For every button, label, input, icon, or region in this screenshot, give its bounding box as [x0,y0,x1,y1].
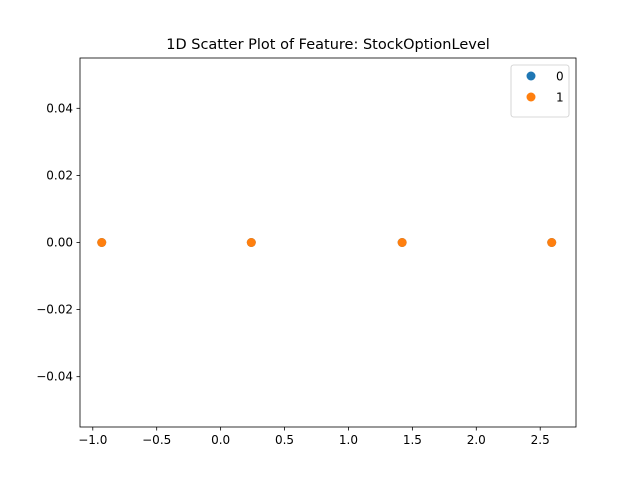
x-tick-label: 0.0 [211,433,230,447]
data-point-series-1 [547,238,556,247]
legend-label-1: 1 [556,91,564,105]
data-point-series-1 [97,238,106,247]
y-axis: −0.04 −0.02 0.00 0.02 0.04 [36,101,80,383]
legend-marker-0 [527,72,536,81]
x-tick-label: 0.5 [275,433,294,447]
x-tick-label: 1.5 [403,433,422,447]
chart-title: 1D Scatter Plot of Feature: StockOptionL… [166,37,490,53]
y-tick-label: 0.04 [46,101,73,115]
plot-frame [80,58,576,427]
y-tick-label: 0.00 [46,236,73,250]
legend-label-0: 0 [556,70,564,84]
plot-area [80,58,576,427]
legend-marker-1 [527,93,536,102]
y-tick-label: −0.02 [36,303,73,317]
y-tick-label: 0.02 [46,168,73,182]
x-tick-label: 2.0 [467,433,486,447]
data-point-series-1 [398,238,407,247]
x-tick-label: 2.5 [531,433,550,447]
x-tick-label: −1.0 [78,433,107,447]
y-tick-label: −0.04 [36,370,73,384]
data-point-series-1 [247,238,256,247]
x-axis: −1.0 −0.5 0.0 0.5 1.0 1.5 2.0 2.5 [78,427,550,447]
x-tick-label: −0.5 [142,433,171,447]
x-tick-label: 1.0 [339,433,358,447]
legend: 01 [511,65,569,117]
